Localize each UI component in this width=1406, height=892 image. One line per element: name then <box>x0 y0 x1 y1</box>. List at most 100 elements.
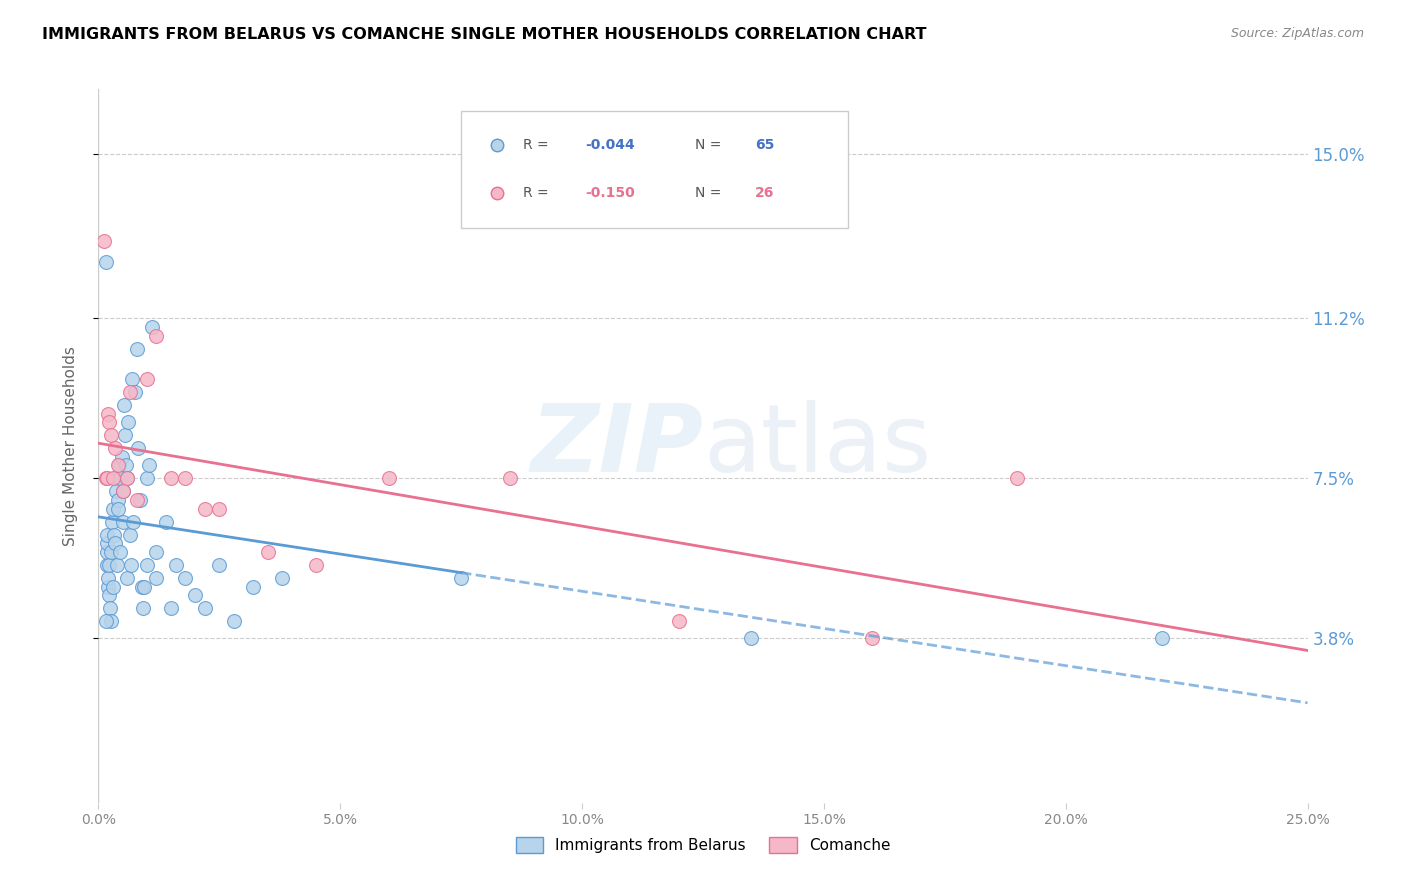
Point <box>103 527 125 541</box>
Point <box>860 632 883 646</box>
Point <box>100 428 122 442</box>
Point <box>105 558 128 572</box>
Point <box>377 471 399 485</box>
Point <box>135 372 157 386</box>
Point <box>194 501 217 516</box>
Point <box>135 471 157 485</box>
Point <box>107 493 129 508</box>
Point <box>155 515 177 529</box>
Point <box>104 471 127 485</box>
Point <box>122 515 145 529</box>
Point <box>111 450 134 464</box>
Point <box>104 536 127 550</box>
Point <box>128 493 150 508</box>
Text: 65: 65 <box>755 138 775 152</box>
Point <box>242 580 264 594</box>
Point <box>145 545 167 559</box>
Point <box>127 441 149 455</box>
Point <box>1007 471 1029 485</box>
Point <box>98 415 121 429</box>
Point <box>174 571 197 585</box>
Point <box>145 571 167 585</box>
Point <box>111 484 134 499</box>
Point <box>174 471 197 485</box>
Legend: Immigrants from Belarus, Comanche: Immigrants from Belarus, Comanche <box>509 831 897 859</box>
Point <box>141 320 163 334</box>
Point <box>498 471 520 485</box>
Point <box>96 545 118 559</box>
Point <box>117 415 139 429</box>
Point <box>305 558 328 572</box>
Point <box>93 234 115 248</box>
Point <box>135 558 157 572</box>
Point <box>194 601 217 615</box>
Point <box>184 588 207 602</box>
Point <box>94 614 117 628</box>
Point <box>450 571 472 585</box>
Point <box>96 471 118 485</box>
Point <box>97 580 120 594</box>
Point <box>118 527 141 541</box>
Point <box>107 501 129 516</box>
Point <box>100 614 122 628</box>
Text: -0.044: -0.044 <box>586 138 636 152</box>
Point <box>101 501 124 516</box>
Text: 26: 26 <box>755 186 775 200</box>
Point <box>256 545 278 559</box>
Text: N =: N = <box>695 186 725 200</box>
Point <box>111 515 134 529</box>
Point <box>115 458 138 473</box>
Point <box>208 501 231 516</box>
Point <box>101 515 124 529</box>
Point <box>145 328 167 343</box>
Point <box>101 580 124 594</box>
FancyBboxPatch shape <box>461 111 848 228</box>
Point <box>222 614 245 628</box>
Point <box>138 458 160 473</box>
Y-axis label: Single Mother Households: Single Mother Households <box>63 346 77 546</box>
Point <box>107 458 129 473</box>
Point <box>160 601 183 615</box>
Point <box>132 601 155 615</box>
Text: -0.150: -0.150 <box>586 186 636 200</box>
Point <box>98 601 121 615</box>
Point <box>96 536 118 550</box>
Text: IMMIGRANTS FROM BELARUS VS COMANCHE SINGLE MOTHER HOUSEHOLDS CORRELATION CHART: IMMIGRANTS FROM BELARUS VS COMANCHE SING… <box>42 27 927 42</box>
Point <box>121 372 143 386</box>
Text: R =: R = <box>523 138 553 152</box>
Point <box>1152 632 1174 646</box>
Point <box>98 558 121 572</box>
Point <box>165 558 187 572</box>
Point <box>134 580 156 594</box>
Point <box>97 571 120 585</box>
Point <box>101 471 124 485</box>
Point <box>127 493 149 508</box>
Text: R =: R = <box>523 186 553 200</box>
Point <box>117 571 139 585</box>
Point <box>111 484 134 499</box>
Point <box>131 580 153 594</box>
Point <box>127 342 149 356</box>
Point <box>208 558 231 572</box>
Point <box>104 441 127 455</box>
Point <box>124 384 146 399</box>
Point <box>94 471 117 485</box>
Point <box>740 632 762 646</box>
Text: ZIP: ZIP <box>530 400 703 492</box>
Point <box>98 588 121 602</box>
Point <box>96 558 118 572</box>
Point <box>112 398 135 412</box>
Point <box>117 471 139 485</box>
Point <box>120 558 142 572</box>
Point <box>114 428 136 442</box>
Point <box>271 571 294 585</box>
Point <box>118 384 141 399</box>
Point <box>96 255 118 269</box>
Point <box>96 527 118 541</box>
Point <box>668 614 690 628</box>
Point <box>107 458 129 473</box>
Text: N =: N = <box>695 138 725 152</box>
Text: atlas: atlas <box>703 400 931 492</box>
Point <box>117 471 139 485</box>
Point <box>104 484 127 499</box>
